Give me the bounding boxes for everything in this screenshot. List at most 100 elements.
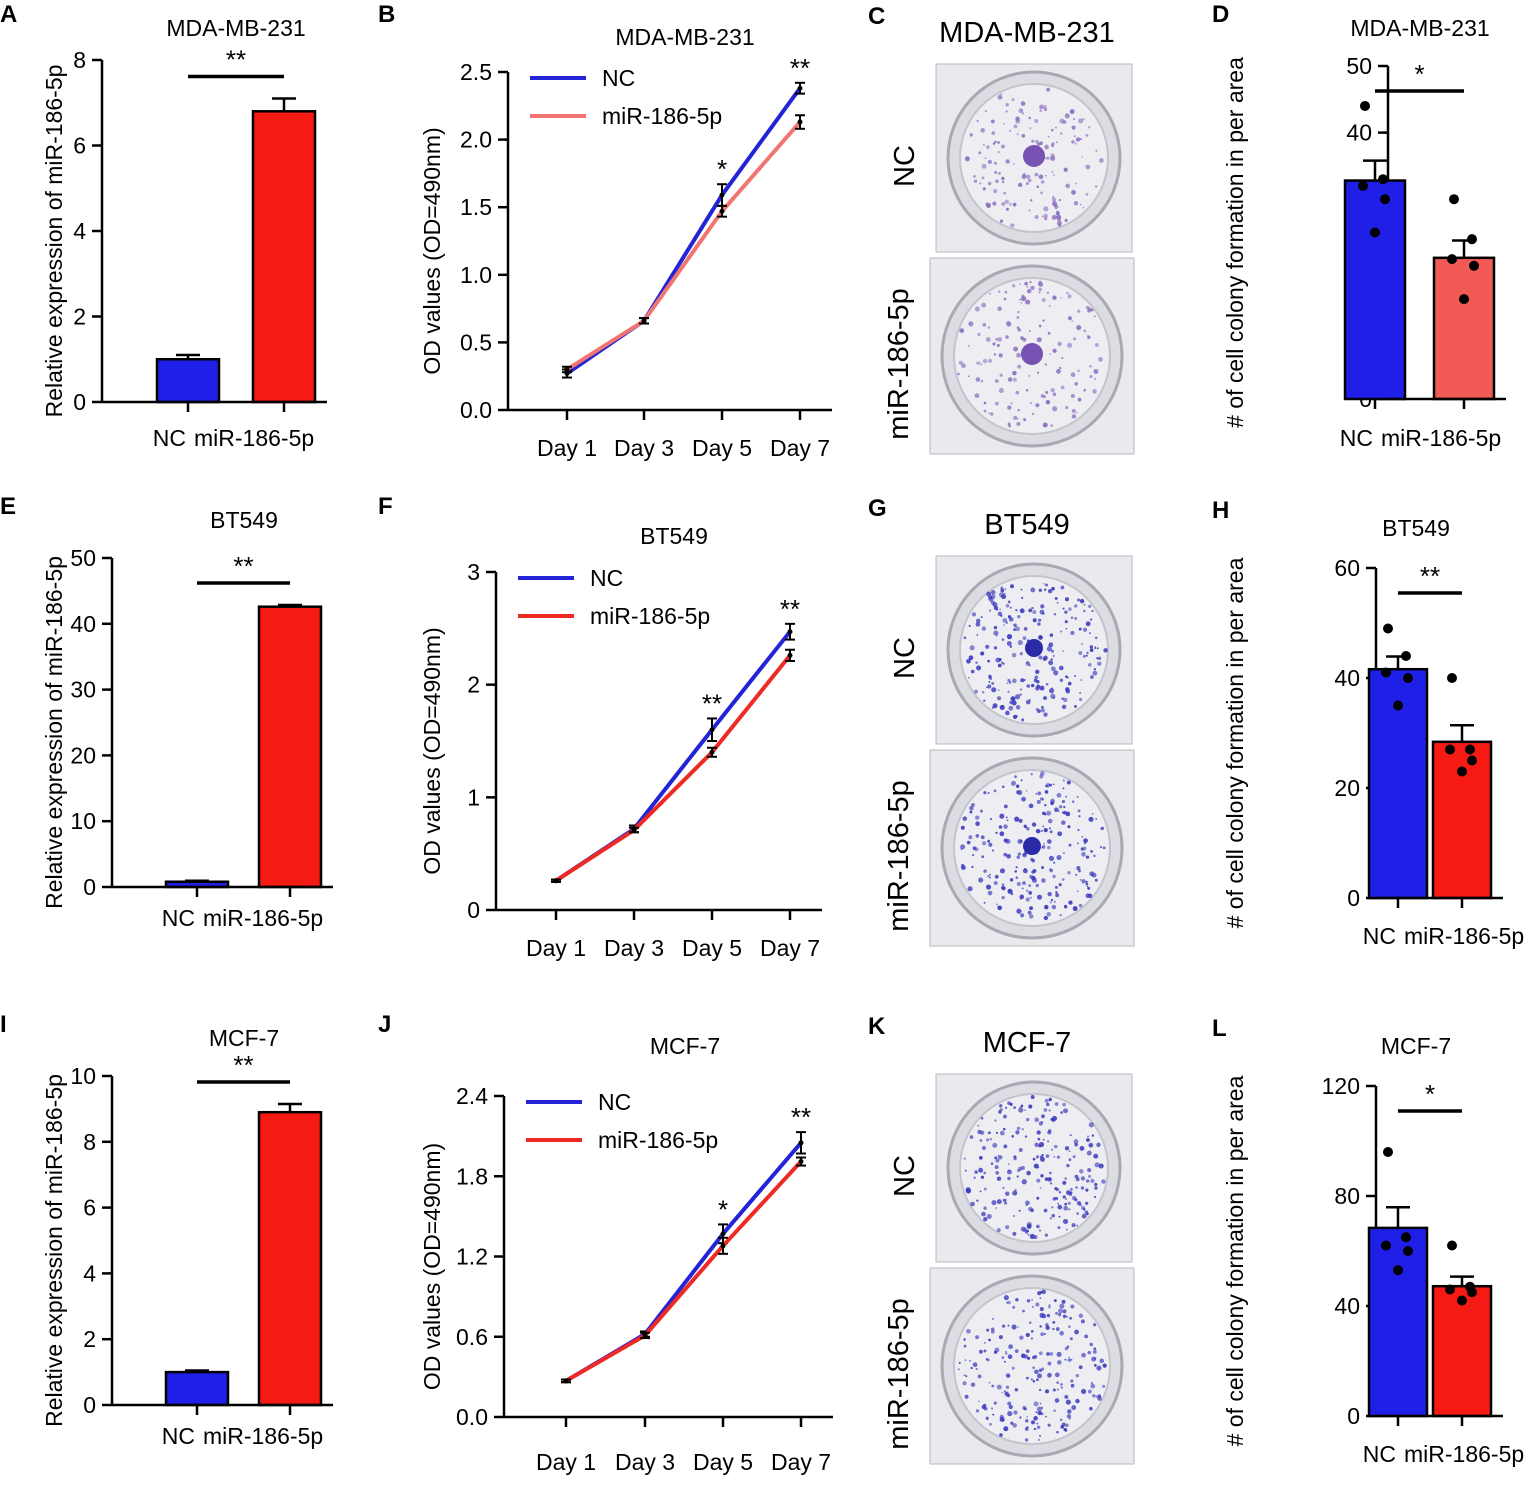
colony	[1011, 780, 1016, 786]
colony	[1083, 329, 1087, 333]
colony	[981, 302, 987, 308]
colony	[977, 332, 981, 336]
colony	[1042, 319, 1045, 322]
colony	[1016, 881, 1021, 887]
colony	[981, 690, 985, 694]
colony	[995, 1158, 1000, 1163]
significance-marker: **	[233, 1050, 253, 1080]
colony	[1033, 1163, 1039, 1169]
colony	[1029, 896, 1032, 899]
colony	[1093, 1364, 1097, 1367]
colony	[982, 322, 987, 327]
x-tick-label: NC	[162, 1423, 195, 1449]
colony	[990, 119, 995, 124]
colony	[1003, 191, 1007, 195]
colony	[1036, 684, 1041, 689]
significance-marker: *	[717, 154, 727, 184]
colony	[1007, 1324, 1010, 1327]
colony	[1087, 1168, 1092, 1173]
colony	[1052, 1388, 1056, 1392]
colony	[1067, 342, 1073, 348]
colony	[988, 609, 992, 612]
colony	[1054, 1196, 1059, 1201]
colony	[1087, 334, 1089, 337]
colony	[1056, 601, 1059, 604]
data-point	[1403, 673, 1413, 683]
bar-nc	[1343, 179, 1407, 401]
colony	[1002, 1198, 1007, 1203]
colony	[1048, 644, 1051, 647]
colony	[1041, 215, 1044, 218]
colony	[1004, 1106, 1008, 1110]
colony	[1095, 817, 1098, 820]
colony	[964, 1394, 969, 1399]
colony	[1056, 1351, 1062, 1357]
panel-label-l: L	[1212, 1015, 1227, 1042]
colony	[1016, 908, 1022, 914]
colony	[994, 379, 999, 383]
colony	[1056, 217, 1061, 222]
colony	[1034, 139, 1039, 144]
colony	[980, 363, 983, 366]
x-tick-label: Day 7	[771, 1449, 831, 1475]
colony-dish-mir-186-5p: miR-186-5p	[883, 257, 1135, 455]
chart-title: BT549	[210, 507, 278, 533]
colony	[1026, 1299, 1031, 1303]
colony	[976, 665, 982, 671]
colony	[983, 1171, 987, 1175]
colony	[1080, 1186, 1085, 1190]
colony	[969, 810, 973, 814]
colony	[1059, 1418, 1063, 1422]
colony	[1007, 1176, 1011, 1181]
colony	[1046, 911, 1052, 917]
y-tick-label: 120	[1322, 1073, 1360, 1099]
colony	[1090, 1381, 1094, 1385]
colony	[1048, 1306, 1051, 1309]
colony	[1024, 1438, 1029, 1442]
y-tick-label: 1.2	[456, 1244, 488, 1270]
colony	[1064, 610, 1068, 614]
colony	[1060, 297, 1062, 299]
colony	[1025, 1419, 1029, 1423]
colony	[965, 1375, 968, 1378]
colony	[1060, 1111, 1063, 1114]
panel-d: MDA-MB-231 # of cell colony formation in …	[1222, 15, 1506, 451]
panel-f: BT549 OD values (OD=490nm) 0 1 2 3 Day 1 Day 3 D…	[419, 523, 822, 961]
colony	[1093, 1323, 1097, 1327]
colony	[1039, 109, 1043, 113]
colony	[1019, 1335, 1024, 1340]
colony	[1005, 1373, 1011, 1378]
colony	[1017, 838, 1023, 845]
colony	[974, 689, 978, 694]
colony	[998, 171, 1001, 175]
colony	[983, 1349, 987, 1353]
colony	[1005, 1191, 1010, 1196]
colony	[986, 1358, 990, 1362]
colony	[999, 608, 1001, 611]
colony	[1058, 366, 1062, 370]
colony	[1092, 389, 1097, 394]
colony	[1015, 608, 1018, 612]
colony	[1087, 307, 1092, 312]
colony	[1085, 893, 1091, 899]
colony	[1049, 783, 1052, 787]
colony	[980, 835, 985, 840]
colony	[1033, 1416, 1038, 1421]
y-tick-label: 0.6	[456, 1324, 488, 1350]
colony	[1065, 627, 1068, 630]
colony	[1047, 1361, 1052, 1366]
colony	[995, 337, 998, 341]
panel-h: BT549 # of cell colony formation in per a…	[1222, 515, 1524, 949]
colony	[1013, 628, 1017, 632]
colony	[991, 1407, 994, 1410]
colony	[1017, 408, 1020, 412]
colony	[1074, 616, 1078, 620]
colony	[1039, 797, 1044, 801]
colony	[1023, 824, 1027, 829]
colony	[1080, 679, 1082, 681]
colony	[1014, 816, 1020, 822]
colony	[997, 337, 1003, 342]
colony	[1046, 810, 1052, 816]
colony	[1025, 889, 1029, 892]
series-line-mir-186-5p	[554, 654, 792, 883]
